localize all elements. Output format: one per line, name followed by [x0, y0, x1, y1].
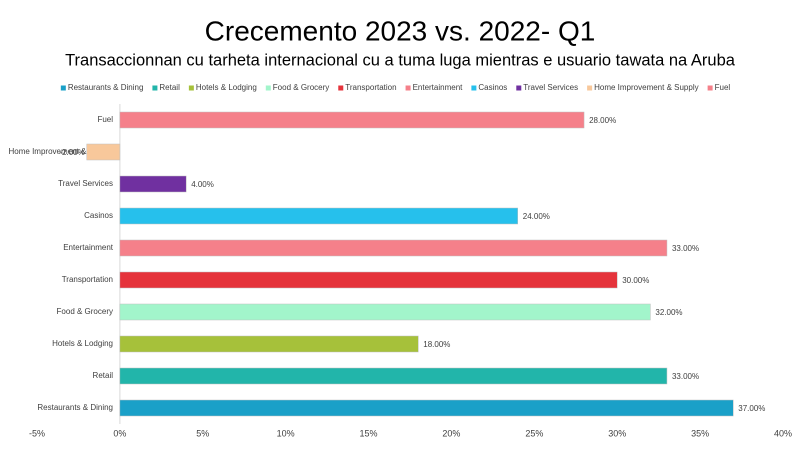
legend-label: Casinos [478, 83, 507, 92]
value-label: 37.00% [738, 404, 765, 413]
legend-swatch [265, 85, 271, 91]
legend-swatch [707, 85, 713, 91]
legend-swatch [405, 85, 411, 91]
value-label: -2.00% [59, 148, 84, 157]
x-tick-label: -5% [29, 428, 45, 438]
y-tick-label: Home Improvement & Supply [9, 147, 114, 156]
value-label: 28.00% [589, 116, 616, 125]
legend-item: Entertainment [405, 83, 464, 92]
x-tick-label: 15% [360, 428, 378, 438]
value-label: 4.00% [191, 180, 214, 189]
x-tick-label: 10% [277, 428, 295, 438]
legend-item: Fuel [707, 83, 731, 92]
x-tick-label: 30% [608, 428, 626, 438]
legend-swatch [60, 85, 66, 91]
bar [119, 111, 585, 129]
x-tick-label: 5% [196, 428, 209, 438]
x-tick-label: 35% [691, 428, 709, 438]
x-tick-label: 0% [113, 428, 126, 438]
y-tick-label: Entertainment [63, 243, 114, 252]
legend-item: Home Improvement & Supply [587, 83, 699, 92]
y-tick-label: Casinos [84, 211, 113, 220]
value-label: 33.00% [672, 372, 699, 381]
legend-swatch [516, 85, 522, 91]
legend-swatch [338, 85, 344, 91]
y-tick-label: Retail [93, 371, 114, 380]
y-tick-label: Hotels & Lodging [52, 339, 113, 348]
legend-item: Transportation [338, 83, 397, 92]
legend-label: Home Improvement & Supply [594, 83, 699, 92]
legend-label: Retail [159, 83, 180, 92]
legend-label: Food & Grocery [273, 83, 329, 92]
bar [119, 335, 419, 353]
legend-item: Food & Grocery [265, 83, 329, 92]
legend-label: Hotels & Lodging [196, 83, 257, 92]
x-tick-label: 25% [525, 428, 543, 438]
y-tick-label: Food & Grocery [57, 307, 113, 316]
value-label: 24.00% [523, 212, 550, 221]
bar [119, 367, 668, 385]
legend-swatch [188, 85, 194, 91]
bar [119, 271, 618, 289]
legend-item: Casinos [471, 83, 507, 92]
value-label: 30.00% [622, 276, 649, 285]
y-tick-label: Restaurants & Dining [37, 403, 113, 412]
bar [119, 239, 668, 257]
value-label: 33.00% [672, 244, 699, 253]
legend-label: Restaurants & Dining [68, 83, 144, 92]
x-tick-label: 20% [442, 428, 460, 438]
legend-swatch [587, 85, 593, 91]
legend-item: Retail [152, 83, 180, 92]
y-tick-label: Travel Services [58, 179, 113, 188]
chart-subtitle: Transaccionnan cu tarheta internacional … [65, 51, 736, 69]
bar [119, 175, 187, 193]
legend-item: Restaurants & Dining [60, 83, 144, 92]
value-label: 32.00% [655, 308, 682, 317]
legend-label: Fuel [715, 83, 731, 92]
legend-item: Travel Services [516, 83, 578, 92]
legend-swatch [471, 85, 477, 91]
y-tick-label: Fuel [97, 115, 113, 124]
bar [119, 399, 734, 417]
y-tick-label: Transportation [62, 275, 113, 284]
chart-title: Crecemento 2023 vs. 2022- Q1 [205, 15, 596, 46]
legend-label: Transportation [345, 83, 396, 92]
bar [119, 303, 651, 321]
legend-item: Hotels & Lodging [188, 83, 257, 92]
bar [86, 143, 121, 161]
value-label: 18.00% [423, 340, 450, 349]
bar [119, 207, 519, 225]
legend-label: Travel Services [523, 83, 578, 92]
legend-swatch [152, 85, 158, 91]
x-tick-label: 40% [774, 428, 792, 438]
legend-label: Entertainment [413, 83, 464, 92]
